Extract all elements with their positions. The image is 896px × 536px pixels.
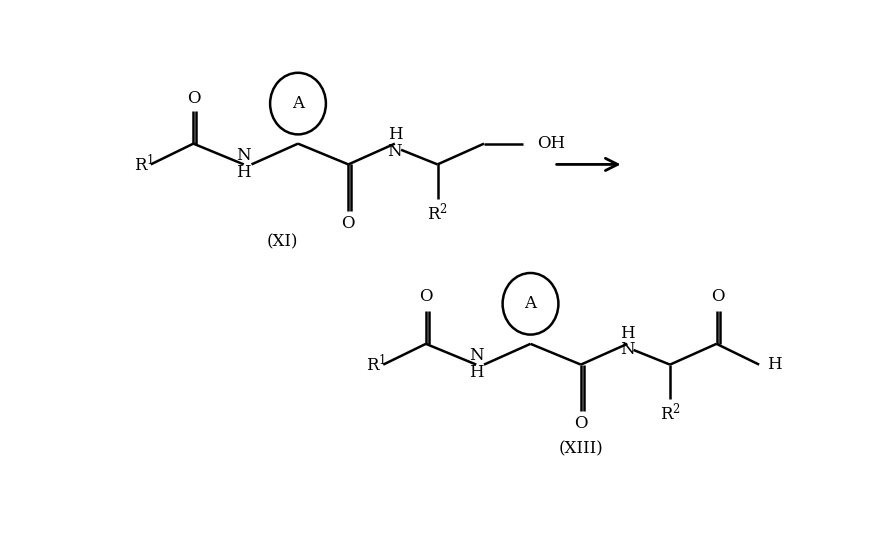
Text: H: H	[620, 325, 634, 341]
Text: O: O	[341, 215, 355, 232]
Text: O: O	[419, 288, 433, 306]
Text: R$^2$: R$^2$	[427, 201, 448, 223]
Text: O: O	[186, 91, 200, 108]
Text: OH: OH	[537, 135, 564, 152]
Text: O: O	[711, 288, 725, 306]
Text: N: N	[237, 147, 251, 163]
Text: N: N	[388, 143, 402, 160]
Text: H: H	[767, 356, 781, 373]
Text: N: N	[469, 347, 484, 364]
Text: H: H	[388, 126, 402, 143]
Text: A: A	[292, 95, 304, 112]
Text: H: H	[237, 163, 251, 181]
Text: O: O	[574, 415, 588, 433]
Text: R$^1$: R$^1$	[134, 154, 154, 175]
Text: H: H	[469, 364, 484, 381]
Text: R$^1$: R$^1$	[366, 354, 386, 375]
Text: A: A	[524, 295, 537, 312]
Text: (XI): (XI)	[267, 233, 298, 250]
Text: (XIII): (XIII)	[558, 441, 603, 458]
Text: R$^2$: R$^2$	[659, 401, 680, 423]
Text: N: N	[620, 341, 634, 359]
